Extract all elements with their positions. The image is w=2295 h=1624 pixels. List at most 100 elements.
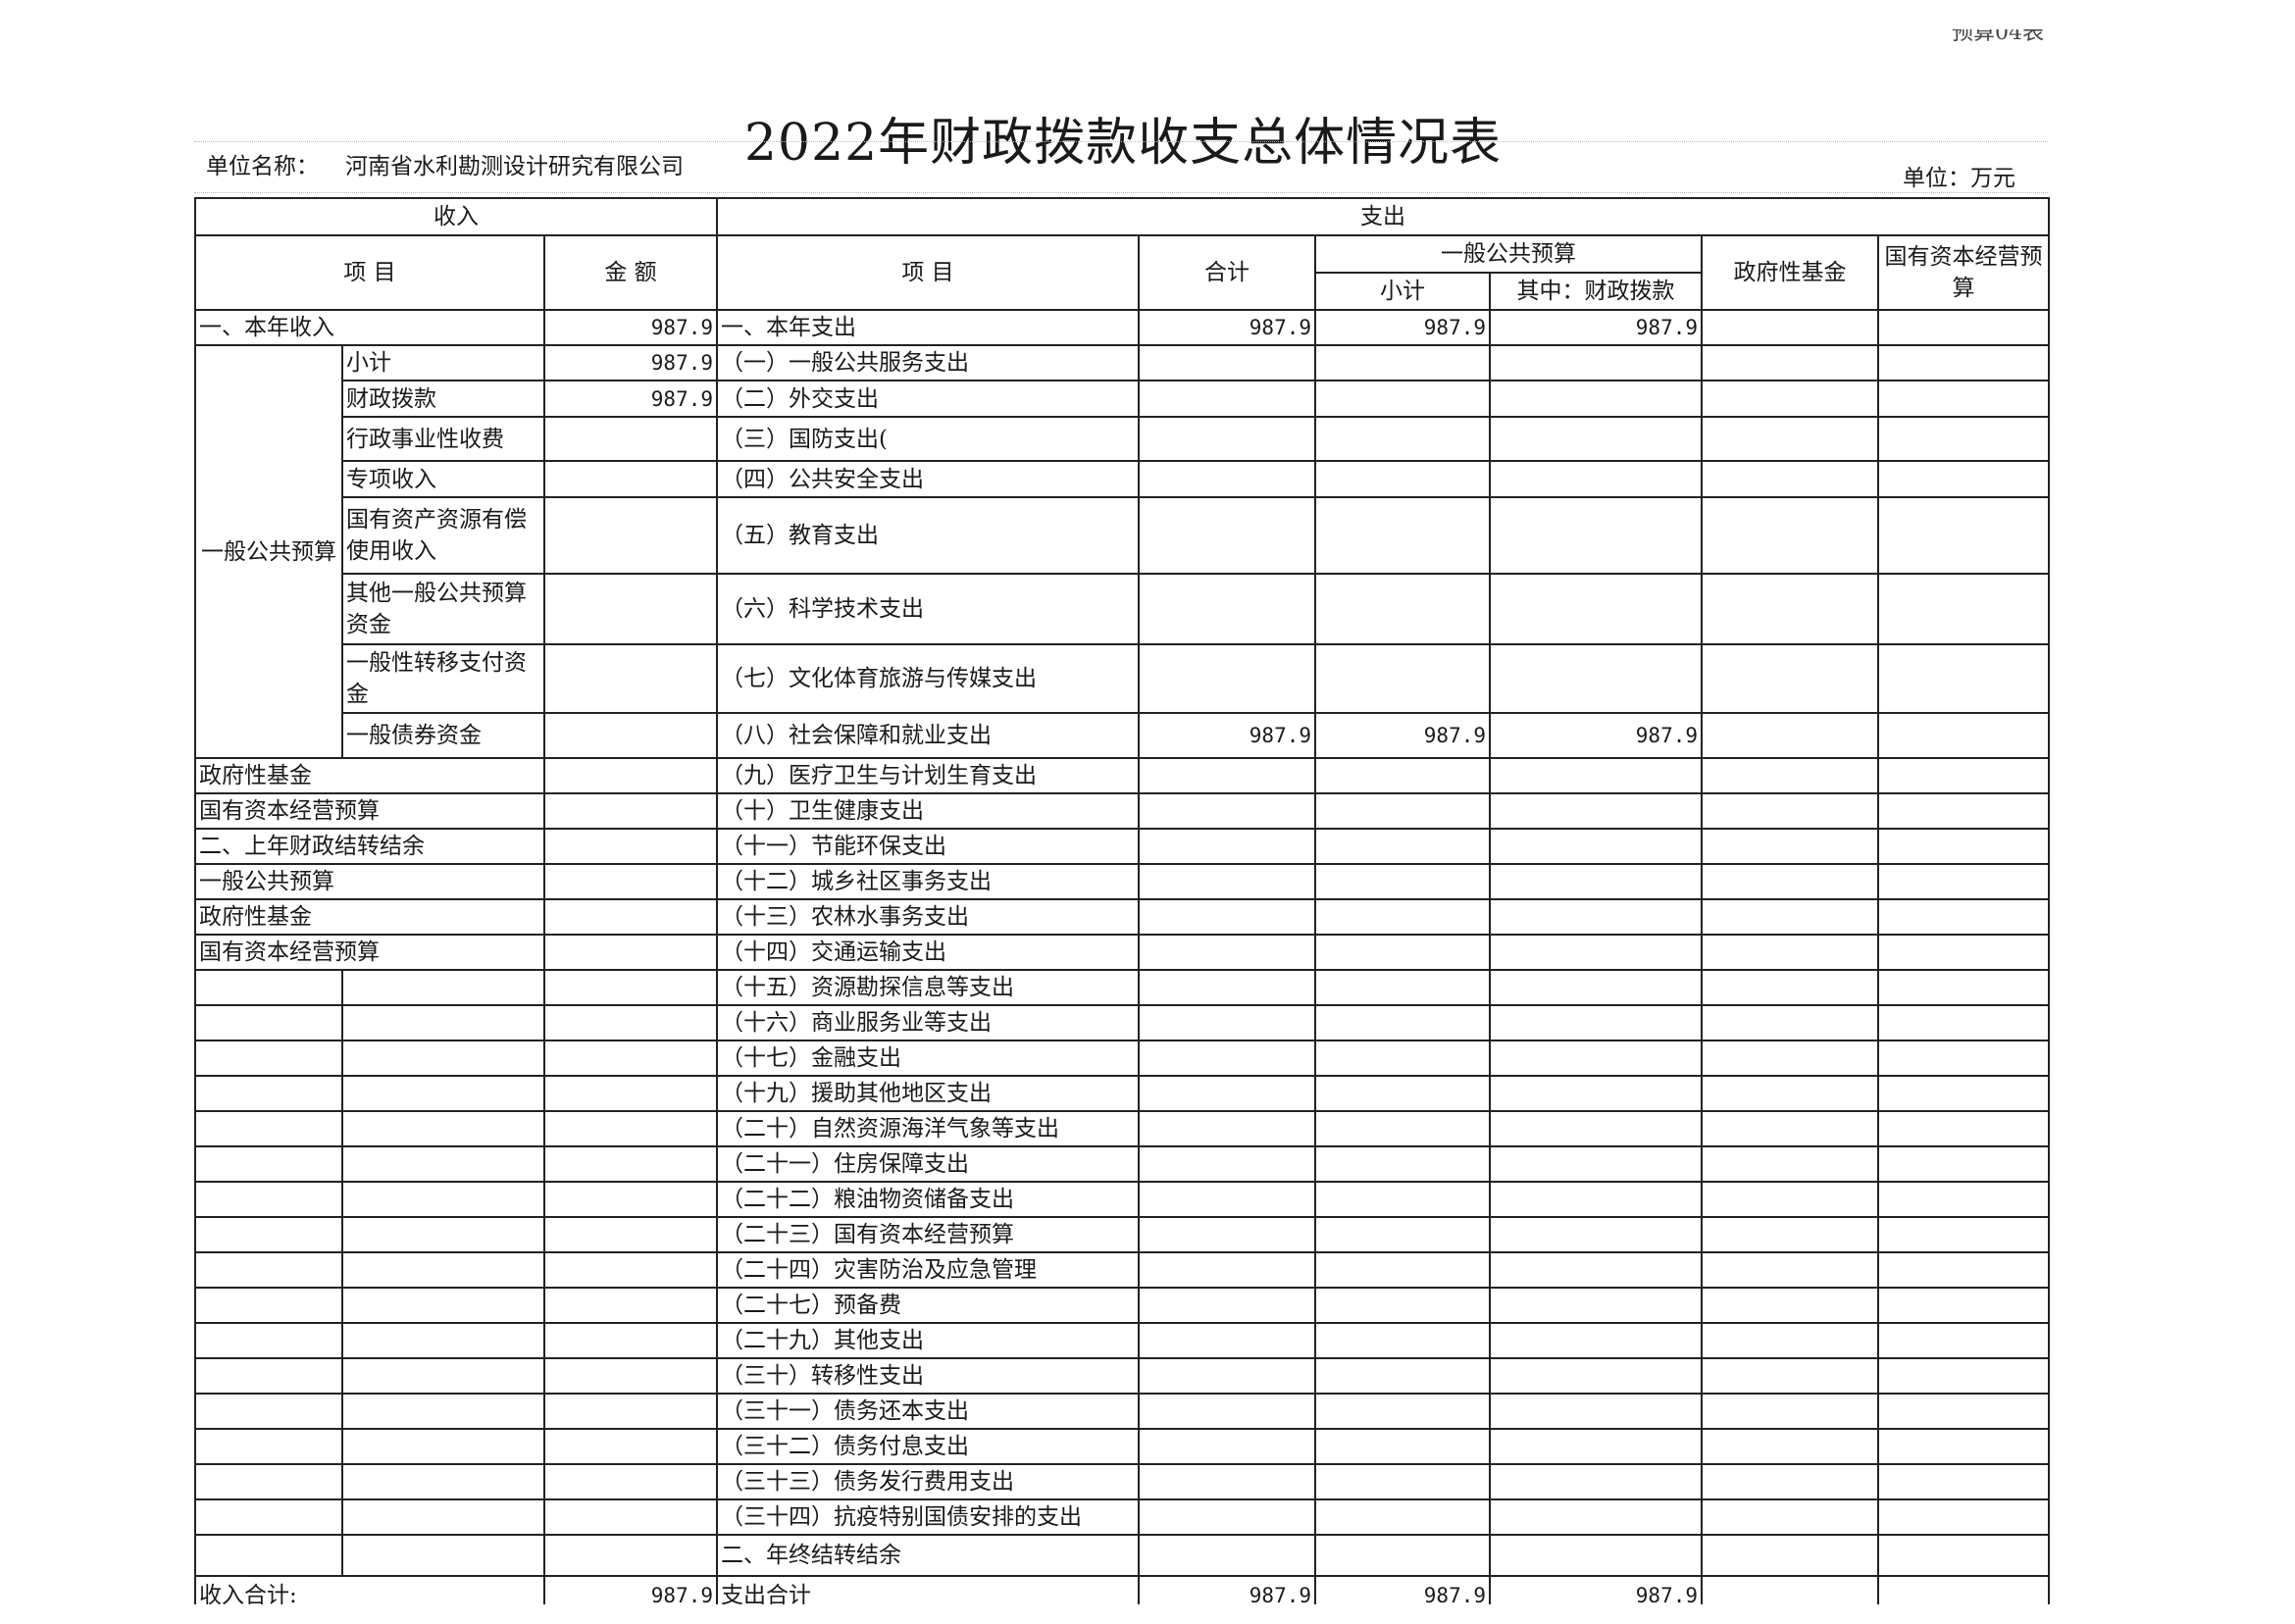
expense-total	[1138, 757, 1316, 794]
income-amount	[543, 1216, 718, 1253]
income-item-header: 项 目	[194, 234, 545, 311]
income-amount-header: 金 额	[543, 234, 718, 311]
gov-fund-amount	[1701, 863, 1879, 900]
empty-cell	[194, 969, 343, 1006]
expense-total	[1138, 1145, 1316, 1183]
general-budget-subtotal	[1314, 934, 1491, 971]
income-amount	[543, 1251, 718, 1289]
state-capital-amount	[1877, 643, 2050, 714]
state-capital-amount	[1877, 1145, 2050, 1183]
income-amount: 987.9	[543, 380, 718, 418]
empty-cell	[194, 1110, 343, 1147]
income-amount	[543, 934, 718, 971]
table-row: （三十二）债务付息支出	[194, 1428, 2050, 1465]
income-amount: 987.9	[543, 309, 718, 346]
fiscal-appropriation	[1489, 1322, 1703, 1359]
table-row: 一般性转移支付资金 （七）文化体育旅游与传媒支出	[195, 643, 2050, 714]
gov-fund-amount	[1701, 712, 1879, 759]
gov-fund-amount	[1701, 969, 1879, 1006]
state-capital-amount	[1877, 1393, 2050, 1430]
expense-total	[1138, 344, 1316, 381]
income-item: 行政事业性收费	[341, 416, 545, 462]
expense-item: （十）卫生健康支出	[716, 792, 1140, 830]
income-amount	[543, 1428, 718, 1465]
expense-total	[1138, 1357, 1316, 1395]
expense-item: （二十一）住房保障支出	[716, 1145, 1140, 1183]
income-item	[341, 1428, 545, 1465]
table-row: 财政拨款 987.9 （二）外交支出	[195, 380, 2050, 418]
fiscal-appropriation	[1489, 1498, 1703, 1536]
expense-item: （十五）资源勘探信息等支出	[716, 969, 1140, 1006]
table-row: 国有资本经营预算 （十四）交通运输支出	[194, 934, 2050, 971]
expense-item: （三十二）债务付息支出	[716, 1428, 1140, 1465]
expense-item: （三十三）债务发行费用支出	[716, 1463, 1140, 1500]
gov-fund-amount	[1701, 1498, 1879, 1536]
empty-cell	[194, 1393, 343, 1430]
table-row: （二十）自然资源海洋气象等支出	[194, 1110, 2050, 1147]
income-item	[341, 1463, 545, 1500]
gov-fund-amount	[1701, 934, 1879, 971]
general-budget-subtotal	[1314, 1498, 1491, 1536]
divider	[194, 192, 2048, 193]
gov-fund-amount	[1701, 309, 1879, 346]
gov-fund-amount	[1701, 898, 1879, 936]
state-capital-amount	[1877, 1110, 2050, 1147]
general-budget-subtotal	[1314, 1075, 1491, 1112]
income-amount	[543, 643, 718, 714]
expense-header: 支出	[716, 197, 2050, 236]
page-edge	[0, 1604, 2295, 1624]
gov-fund-amount	[1701, 460, 1879, 498]
income-item: 政府性基金	[194, 757, 545, 794]
general-budget-header: 一般公共预算	[1314, 234, 1703, 274]
general-budget-subtotal: 987.9	[1314, 309, 1491, 346]
income-item	[341, 1075, 545, 1112]
table-row: （三十四）抗疫特别国债安排的支出	[194, 1498, 2050, 1536]
empty-cell	[194, 1534, 343, 1577]
expense-total	[1138, 460, 1316, 498]
table-row: 一、本年收入 987.9 一、本年支出 987.9 987.9 987.9	[194, 309, 2050, 346]
state-capital-amount	[1877, 1498, 2050, 1536]
income-item	[341, 1040, 545, 1077]
state-capital-amount	[1877, 1216, 2050, 1253]
expense-item: （二）外交支出	[716, 380, 1140, 418]
expense-total	[1138, 1110, 1316, 1147]
table-row: （二十七）预备费	[194, 1287, 2050, 1324]
expense-total	[1138, 1004, 1316, 1041]
income-item: 二、上年财政结转结余	[194, 828, 545, 865]
empty-cell	[194, 1357, 343, 1395]
general-budget-subtotal	[1314, 1181, 1491, 1218]
state-capital-amount	[1877, 309, 2050, 346]
table-row: （二十二）粮油物资储备支出	[194, 1181, 2050, 1218]
general-budget-subtotal	[1314, 344, 1491, 381]
income-amount	[543, 1393, 718, 1430]
income-item: 一般性转移支付资金	[341, 643, 545, 714]
gov-fund-amount	[1701, 1040, 1879, 1077]
gov-fund-amount	[1701, 757, 1879, 794]
state-capital-amount	[1877, 380, 2050, 418]
income-item: 其他一般公共预算资金	[341, 573, 545, 645]
gov-fund-amount	[1701, 1287, 1879, 1324]
state-capital-amount	[1877, 863, 2050, 900]
income-item: 国有资本经营预算	[194, 934, 545, 971]
table-row: 行政事业性收费 （三）国防支出(	[195, 416, 2050, 462]
general-budget-subtotal	[1314, 380, 1491, 418]
expense-total	[1138, 1287, 1316, 1324]
expense-item: （十三）农林水事务支出	[716, 898, 1140, 936]
expense-item: （十六）商业服务业等支出	[716, 1004, 1140, 1041]
income-amount	[543, 828, 718, 865]
income-item	[341, 1216, 545, 1253]
fiscal-appropriation	[1489, 828, 1703, 865]
expense-item: （九）医疗卫生与计划生育支出	[716, 757, 1140, 794]
table-row: 政府性基金 （十三）农林水事务支出	[194, 898, 2050, 936]
expense-total	[1138, 1428, 1316, 1465]
expense-total	[1138, 1322, 1316, 1359]
state-capital-amount	[1877, 1251, 2050, 1289]
state-capital-amount	[1877, 573, 2050, 645]
empty-cell	[194, 1075, 343, 1112]
state-capital-amount	[1877, 1181, 2050, 1218]
expense-item: （十二）城乡社区事务支出	[716, 863, 1140, 900]
income-amount	[543, 712, 718, 759]
income-amount	[543, 863, 718, 900]
table-body: 一、本年收入 987.9 一、本年支出 987.9 987.9 987.9 一般公共预算 小计…	[194, 309, 2050, 1616]
state-capital-amount	[1877, 934, 2050, 971]
